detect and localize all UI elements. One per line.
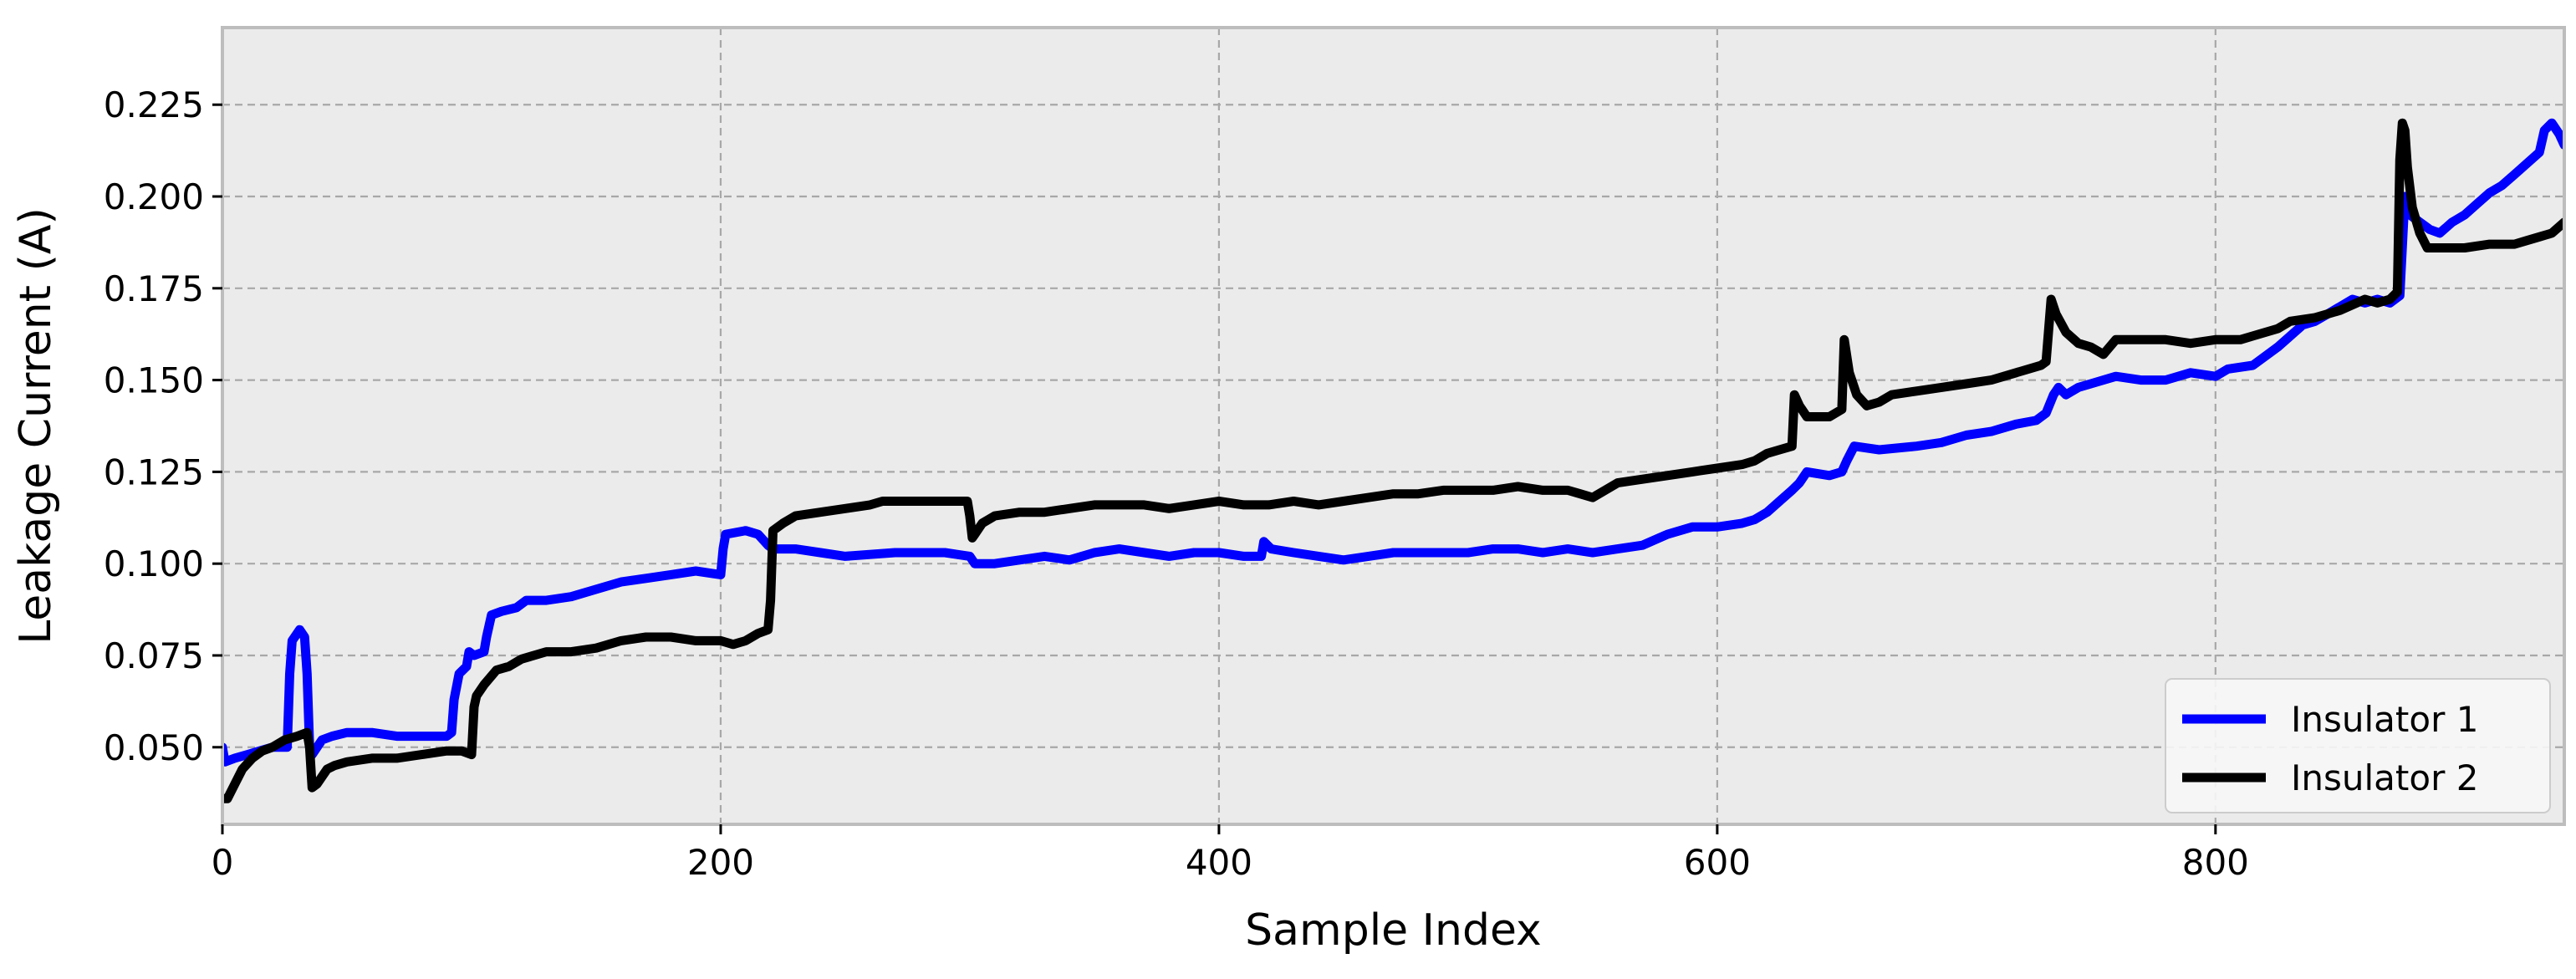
- legend-label-insulator-1: Insulator 1: [2291, 699, 2478, 740]
- y-tick-label: 0.175: [104, 268, 204, 309]
- x-tick-label: 200: [687, 842, 754, 883]
- y-tick-label: 0.050: [104, 727, 204, 768]
- plot-frame: [221, 26, 2566, 826]
- y-tick-label: 0.200: [104, 176, 204, 217]
- x-tick-label: 800: [2182, 842, 2249, 883]
- y-tick-label: 0.150: [104, 360, 204, 401]
- y-tick-label: 0.225: [104, 84, 204, 125]
- y-tick-label: 0.125: [104, 451, 204, 492]
- x-axis-label: Sample Index: [1245, 905, 1542, 956]
- y-axis-label: Leakage Current (A): [11, 207, 61, 645]
- series-line-insulator-2: [222, 118, 2564, 803]
- legend: Insulator 1 Insulator 2: [2165, 678, 2551, 813]
- x-tick-label: 0: [212, 842, 234, 883]
- legend-label-insulator-2: Insulator 2: [2291, 757, 2478, 798]
- x-tick-label: 600: [1684, 842, 1751, 883]
- y-tick-label: 0.100: [104, 543, 204, 584]
- x-tick-label: 400: [1186, 842, 1252, 883]
- y-tick-label: 0.075: [104, 635, 204, 676]
- series-lines: [222, 118, 2564, 803]
- axis-ticks: 0 200 400 600 800 0.050 0.075 0.100 0.125 0.150 0.…: [104, 84, 2249, 883]
